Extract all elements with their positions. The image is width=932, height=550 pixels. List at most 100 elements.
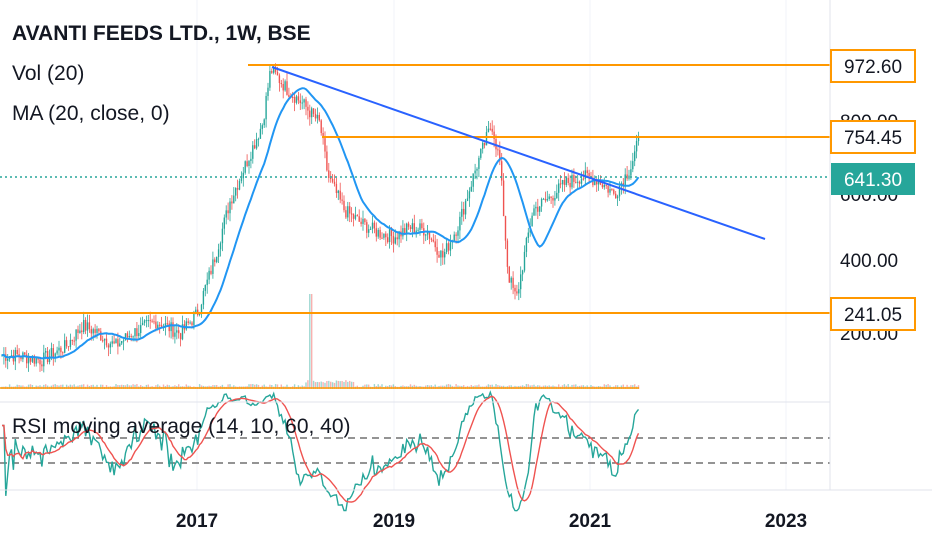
volume-bar — [263, 384, 265, 389]
candle-body — [457, 230, 459, 236]
candle-body — [366, 222, 368, 233]
candle-body — [157, 324, 159, 329]
volume-bar — [29, 384, 32, 389]
volume-bar — [626, 384, 628, 389]
candle-body — [88, 322, 91, 330]
volume-bar — [447, 384, 450, 389]
volume-bar — [630, 385, 632, 389]
candle-body — [569, 182, 571, 188]
candle-body — [33, 355, 35, 364]
candle-body — [77, 329, 79, 333]
price-tag-754 — [830, 120, 916, 154]
candle-body — [482, 142, 484, 149]
volume-bar — [124, 385, 127, 389]
candle-body — [527, 232, 529, 238]
candle-body — [339, 190, 341, 200]
price-tag-last — [831, 163, 915, 195]
candle-body — [322, 133, 324, 139]
candle-body — [419, 223, 421, 230]
volume-bar — [307, 380, 309, 389]
volume-bar — [100, 384, 102, 389]
candle-body — [341, 199, 343, 201]
volume-bar — [83, 384, 85, 389]
candle-body — [132, 336, 134, 338]
candle-body — [470, 186, 472, 192]
volume-bar — [521, 385, 524, 389]
candle-body — [474, 170, 476, 174]
candle-body — [616, 196, 619, 199]
price-tag-241-label: 241.05 — [844, 305, 902, 326]
volume-bar — [39, 385, 41, 389]
volume-bar — [168, 385, 170, 389]
candle-body — [573, 175, 575, 182]
volume-bar — [349, 380, 351, 389]
volume-bar — [65, 384, 68, 389]
volume-bar — [527, 384, 529, 389]
x-tick-label: 2023 — [765, 511, 807, 532]
volume-bar — [71, 385, 73, 389]
candle-body — [383, 233, 385, 238]
candle-body — [442, 250, 444, 258]
candle-body — [407, 223, 410, 227]
candle-body — [326, 151, 328, 171]
volume-bar — [216, 385, 218, 389]
candle-body — [210, 270, 212, 274]
candle-body — [122, 340, 125, 342]
candle-body — [597, 180, 600, 185]
candle-body — [292, 96, 294, 98]
candle-body — [202, 290, 205, 305]
volume-bar — [350, 381, 353, 389]
trendline[interactable] — [271, 66, 766, 240]
volume-bar — [637, 385, 640, 389]
candle-body — [172, 322, 174, 337]
candle-body — [556, 192, 558, 199]
candle-body — [521, 270, 524, 275]
volume-bar — [162, 384, 165, 389]
candle-body — [360, 221, 362, 224]
volume-bar — [198, 384, 201, 389]
candle-body — [41, 364, 43, 367]
candle-body — [252, 145, 254, 159]
volume-bar — [115, 384, 117, 389]
candle-body — [273, 66, 275, 73]
candle-body — [444, 252, 446, 258]
candle-body — [141, 322, 144, 326]
candle-body — [320, 120, 322, 134]
volume-bar — [328, 380, 330, 389]
candle-body — [235, 188, 237, 196]
candle-body — [274, 66, 277, 73]
candle-body — [330, 178, 332, 180]
candle-body — [539, 206, 541, 212]
candle-body — [628, 175, 630, 179]
candle-body — [128, 335, 130, 338]
candle-body — [276, 72, 279, 76]
candle-body — [516, 291, 518, 294]
volume-bar — [330, 381, 332, 389]
candle-body — [312, 108, 315, 114]
candle-body — [83, 319, 85, 333]
candle-body — [191, 322, 193, 326]
volume-bar — [250, 384, 252, 389]
candle-body — [71, 339, 73, 341]
volume-bar — [8, 384, 11, 389]
volume-bar — [544, 385, 547, 389]
candle-body — [411, 223, 414, 230]
volume-bar — [582, 385, 585, 389]
volume-bar — [580, 385, 583, 389]
candle-body — [231, 201, 233, 204]
candle-body — [406, 223, 408, 234]
candle-body — [523, 251, 526, 271]
candle-body — [379, 229, 381, 238]
candle-body — [472, 173, 474, 187]
candle-body — [117, 339, 119, 347]
candle-body — [483, 142, 486, 146]
candle-body — [409, 226, 412, 230]
candle-body — [371, 222, 374, 229]
volume-bar — [533, 384, 535, 389]
candle-body — [60, 347, 62, 353]
candle-body — [394, 237, 396, 244]
candle-body — [333, 181, 336, 184]
price-tags: 972.60 754.45 641.30 241.05 — [830, 49, 916, 331]
volume-bar — [293, 384, 296, 389]
